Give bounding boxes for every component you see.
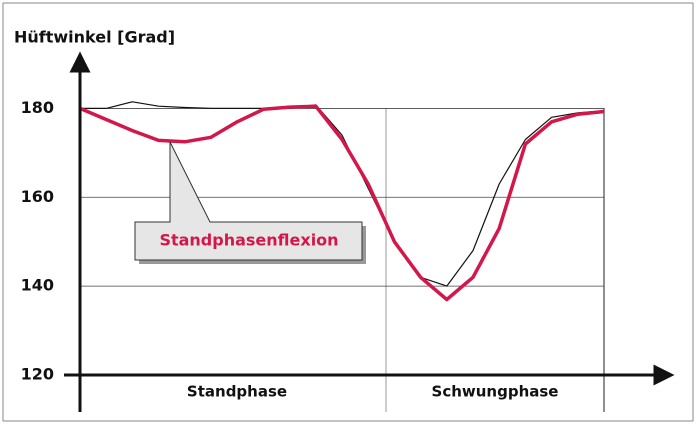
- annotation: Standphasenflexion: [134, 141, 366, 264]
- y-tick-label: 160: [21, 187, 54, 206]
- y-tick-label: 120: [21, 365, 54, 384]
- phase-label: Standphase: [187, 383, 287, 401]
- line-series: [79, 104, 605, 302]
- line-series: [80, 101, 605, 287]
- annotation-text: Standphasenflexion: [159, 231, 338, 250]
- annotation-callout: [134, 141, 363, 261]
- phase-label: Schwungphase: [432, 383, 559, 401]
- y-tick-label: 180: [21, 98, 54, 117]
- chart-title: Hüftwinkel [Grad]: [14, 28, 175, 47]
- y-tick-label: 140: [21, 276, 54, 295]
